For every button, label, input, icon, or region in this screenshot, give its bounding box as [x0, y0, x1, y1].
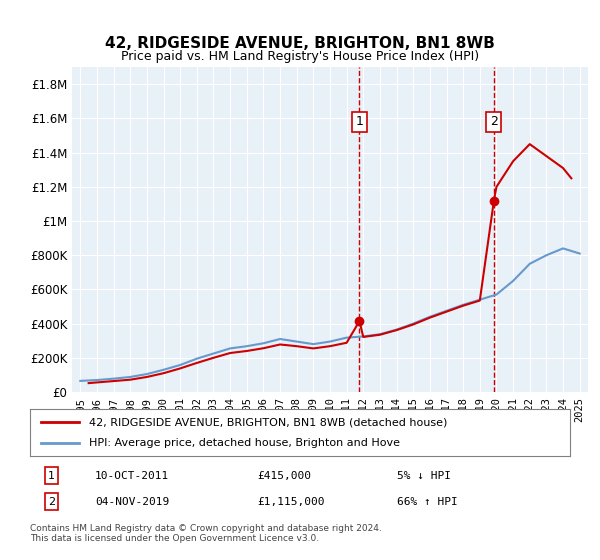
Text: 42, RIDGESIDE AVENUE, BRIGHTON, BN1 8WB: 42, RIDGESIDE AVENUE, BRIGHTON, BN1 8WB	[105, 36, 495, 52]
Text: £415,000: £415,000	[257, 470, 311, 480]
Text: 1: 1	[48, 470, 55, 480]
Text: 2: 2	[48, 497, 55, 507]
Text: 5% ↓ HPI: 5% ↓ HPI	[397, 470, 451, 480]
Text: 42, RIDGESIDE AVENUE, BRIGHTON, BN1 8WB (detached house): 42, RIDGESIDE AVENUE, BRIGHTON, BN1 8WB …	[89, 417, 448, 427]
Text: 2: 2	[490, 115, 498, 128]
Text: 1: 1	[356, 115, 364, 128]
Text: Price paid vs. HM Land Registry's House Price Index (HPI): Price paid vs. HM Land Registry's House …	[121, 50, 479, 63]
Text: £1,115,000: £1,115,000	[257, 497, 324, 507]
Text: 10-OCT-2011: 10-OCT-2011	[95, 470, 169, 480]
Text: 04-NOV-2019: 04-NOV-2019	[95, 497, 169, 507]
Text: 66% ↑ HPI: 66% ↑ HPI	[397, 497, 458, 507]
Text: HPI: Average price, detached house, Brighton and Hove: HPI: Average price, detached house, Brig…	[89, 438, 400, 448]
Text: Contains HM Land Registry data © Crown copyright and database right 2024.
This d: Contains HM Land Registry data © Crown c…	[30, 524, 382, 543]
